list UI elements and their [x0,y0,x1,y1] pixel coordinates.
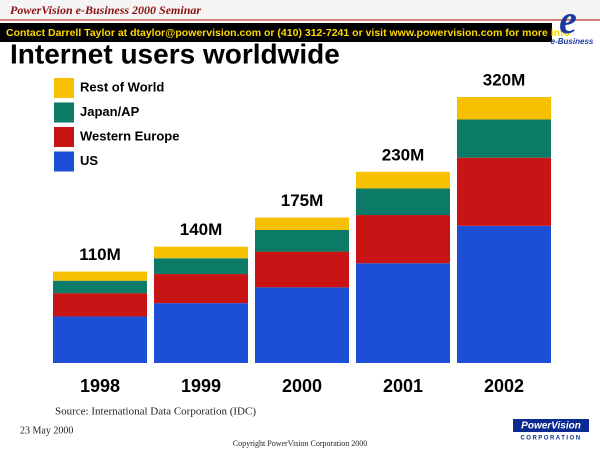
brand: PowerVision [521,421,581,432]
bar-segment [457,97,551,120]
legend-label: US [80,153,98,168]
legend-swatch [54,78,74,98]
x-tick-label: 1999 [181,376,221,396]
x-tick-label: 2001 [383,376,423,396]
bar-segment [255,251,349,288]
bar-segment [356,215,450,264]
brand-sub: CORPORATION [520,436,581,442]
seminar-title: PowerVision e-Business 2000 Seminar [10,3,201,17]
bar-segment [53,293,147,317]
total-label: 320M [483,70,526,89]
bar-segment [154,303,248,363]
bar-segment [154,274,248,304]
bar-segment [457,157,551,226]
legend-label: Rest of World [80,79,164,94]
bar-segment [255,217,349,230]
bar-segment [53,280,147,294]
legend-label: Western Europe [80,128,179,143]
x-tick-label: 2002 [484,376,524,396]
total-label: 140M [180,220,223,239]
bar-segment [255,230,349,252]
bar-segment [53,316,147,363]
total-label: 110M [79,245,121,264]
copyright: Copyright PowerVision Corporation 2000 [233,439,367,448]
source-note: Source: International Data Corporation (… [55,406,256,418]
bar-segment [356,188,450,216]
logo-text: e-Business [551,37,594,46]
bar-segment [356,171,450,189]
bar-segment [457,119,551,158]
chart-title: Internet users worldwide [10,38,340,69]
logo-letter: e [559,0,577,42]
x-tick-label: 1998 [80,376,120,396]
chart: 110M 1998 140M 1999 175M 2000 230M 2001 320M 2002… [53,70,551,396]
bar-segment [154,246,248,259]
contact-text: Contact Darrell Taylor at dtaylor@powerv… [6,27,570,39]
legend-label: Japan/AP [80,104,140,119]
total-label: 230M [382,145,425,164]
legend-swatch [54,102,74,123]
legend-swatch [54,151,74,172]
header-band [0,0,600,20]
brand-box [513,419,589,432]
legend-swatch [54,127,74,147]
bar-segment [255,287,349,363]
total-label: 175M [281,191,324,210]
x-tick-label: 2000 [282,376,322,396]
contact-bar [0,23,552,42]
bar-segment [457,225,551,363]
bar-segment [356,263,450,363]
bar-segment [53,271,147,281]
bar-segment [154,258,248,275]
date: 23 May 2000 [20,425,73,436]
